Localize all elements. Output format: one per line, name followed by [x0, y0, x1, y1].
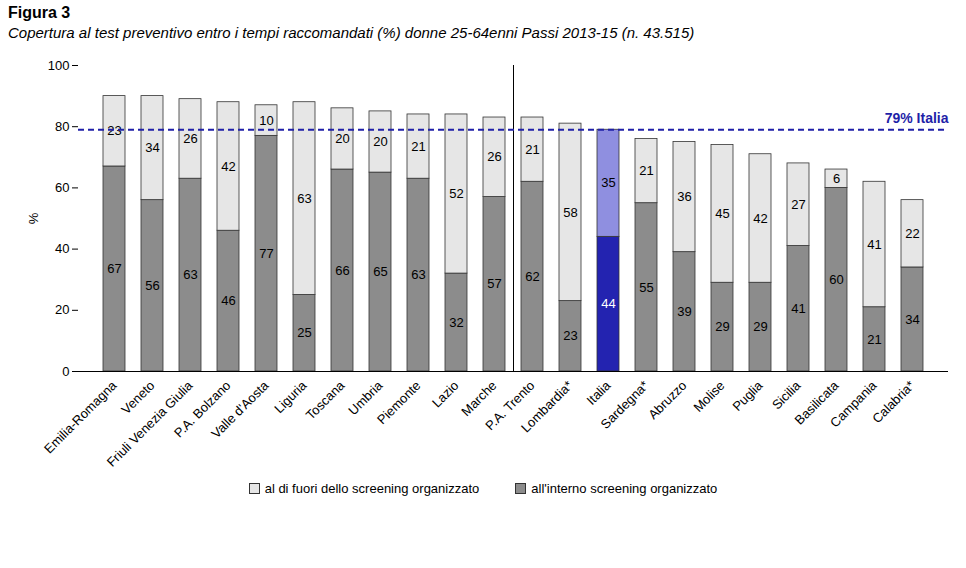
svg-text:62: 62 — [525, 269, 539, 284]
svg-text:23: 23 — [563, 328, 577, 343]
svg-text:Toscana: Toscana — [303, 377, 348, 422]
svg-text:0: 0 — [62, 364, 69, 379]
svg-text:21: 21 — [525, 142, 539, 157]
svg-text:23: 23 — [107, 123, 121, 138]
svg-text:Umbria: Umbria — [345, 377, 386, 418]
svg-text:65: 65 — [373, 264, 387, 279]
svg-text:39: 39 — [677, 304, 691, 319]
svg-text:Campania: Campania — [827, 377, 880, 430]
svg-text:Piemonte: Piemonte — [374, 378, 423, 427]
svg-text:Puglia: Puglia — [729, 377, 766, 414]
svg-text:29: 29 — [715, 319, 729, 334]
svg-text:Emilia-Romagna: Emilia-Romagna — [41, 377, 120, 456]
svg-text:20: 20 — [373, 134, 387, 149]
svg-text:52: 52 — [449, 186, 463, 201]
html-text:al di fuori dello screening or: al di fuori dello screening organizzato — [264, 481, 480, 496]
svg-text:80: 80 — [55, 119, 69, 134]
svg-text:25: 25 — [297, 325, 311, 340]
svg-text:63: 63 — [411, 267, 425, 282]
svg-text:46: 46 — [221, 293, 235, 308]
svg-text:Marche: Marche — [458, 377, 500, 420]
svg-text:44: 44 — [601, 296, 615, 311]
svg-text:34: 34 — [145, 140, 159, 155]
svg-text:22: 22 — [905, 226, 919, 241]
svg-text:%: % — [26, 212, 41, 224]
svg-text:20: 20 — [55, 302, 69, 317]
svg-text:Liguria: Liguria — [271, 377, 310, 416]
svg-text:35: 35 — [601, 175, 615, 190]
svg-text:26: 26 — [183, 131, 197, 146]
svg-text:79% Italia: 79% Italia — [885, 110, 949, 126]
svg-text:29: 29 — [753, 319, 767, 334]
svg-text:58: 58 — [563, 205, 577, 220]
svg-text:Valle d'Aosta: Valle d'Aosta — [208, 377, 272, 441]
svg-text:60: 60 — [829, 272, 843, 287]
svg-text:Lombardia*: Lombardia* — [518, 378, 576, 436]
svg-text:Veneto: Veneto — [118, 377, 158, 417]
svg-text:57: 57 — [487, 276, 501, 291]
svg-text:41: 41 — [867, 237, 881, 252]
svg-text:Italia: Italia — [584, 377, 615, 408]
svg-text:Friuli Venezia Giulia: Friuli Venezia Giulia — [103, 377, 196, 470]
svg-text:56: 56 — [145, 278, 159, 293]
svg-text:27: 27 — [791, 197, 805, 212]
svg-text:34: 34 — [905, 312, 919, 327]
svg-text:60: 60 — [55, 180, 69, 195]
svg-text:41: 41 — [791, 301, 805, 316]
svg-text:40: 40 — [55, 241, 69, 256]
svg-text:67: 67 — [107, 261, 121, 276]
svg-text:Lazio: Lazio — [429, 378, 462, 411]
svg-text:Sardegna*: Sardegna* — [598, 378, 652, 432]
svg-text:Calabria*: Calabria* — [869, 378, 917, 426]
svg-text:P.A. Trento: P.A. Trento — [482, 377, 538, 434]
svg-text:63: 63 — [297, 191, 311, 206]
svg-text:21: 21 — [639, 163, 653, 178]
svg-text:42: 42 — [221, 159, 235, 174]
svg-text:P.A. Bolzano: P.A. Bolzano — [171, 377, 234, 441]
svg-text:21: 21 — [867, 332, 881, 347]
svg-text:Sicilia: Sicilia — [769, 377, 804, 412]
svg-text:45: 45 — [715, 206, 729, 221]
svg-text:42: 42 — [753, 211, 767, 226]
svg-text:10: 10 — [259, 113, 273, 128]
html-text:all'interno screening organizz: all'interno screening organizzato — [531, 481, 718, 496]
svg-text:66: 66 — [335, 263, 349, 278]
svg-text:77: 77 — [259, 246, 273, 261]
html-text:Figura 3: Figura 3 — [8, 4, 71, 21]
svg-text:26: 26 — [487, 149, 501, 164]
svg-text:55: 55 — [639, 280, 653, 295]
svg-text:63: 63 — [183, 267, 197, 282]
svg-text:32: 32 — [449, 315, 463, 330]
svg-text:Abruzzo: Abruzzo — [645, 378, 689, 422]
svg-text:36: 36 — [677, 189, 691, 204]
svg-text:100: 100 — [48, 58, 70, 73]
svg-text:20: 20 — [335, 131, 349, 146]
html-text:Copertura al test preventivo e: Copertura al test preventivo entro i tem… — [8, 24, 695, 41]
svg-text:Basilicata: Basilicata — [791, 377, 842, 428]
svg-text:6: 6 — [833, 171, 840, 186]
svg-text:21: 21 — [411, 139, 425, 154]
svg-text:Molise: Molise — [690, 378, 727, 415]
